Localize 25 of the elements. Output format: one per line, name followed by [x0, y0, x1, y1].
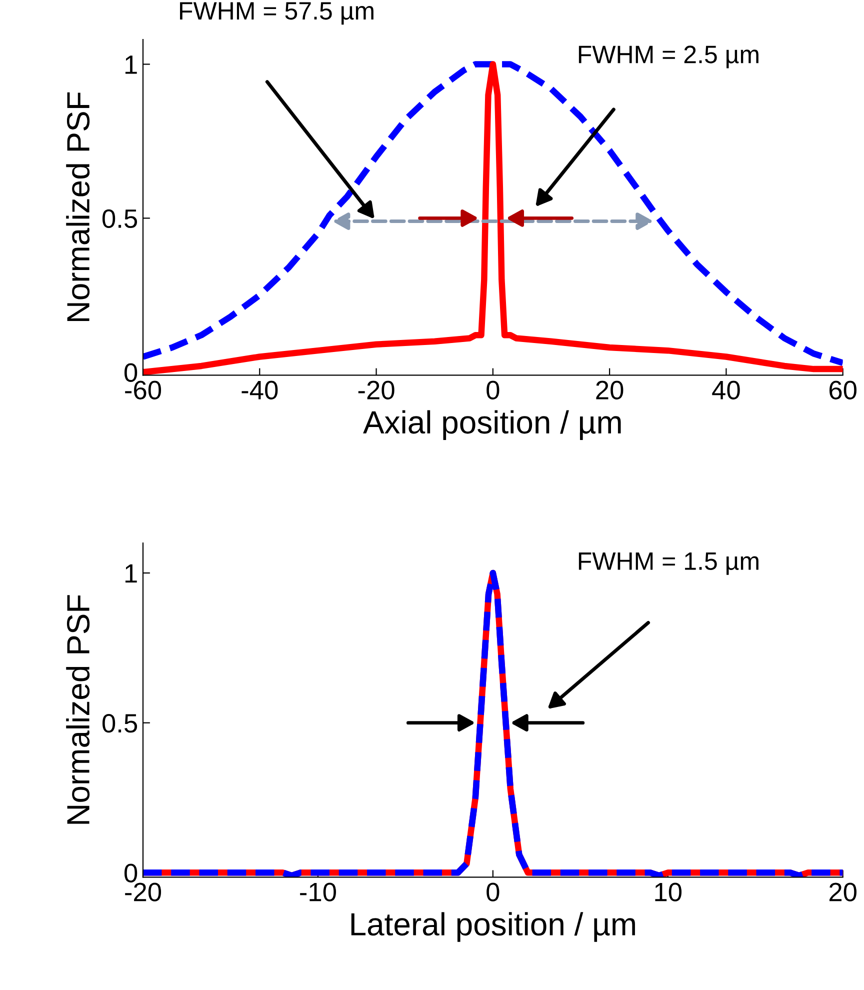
annotation: FWHM = 1.5 µm	[578, 552, 758, 575]
annotation: FWHM = 2.5 µm	[578, 46, 758, 68]
y-tick-label: 0.5	[102, 209, 138, 228]
y-axis-title: Normalized PSF	[66, 92, 90, 322]
y-tick-label: 1	[125, 56, 137, 74]
y-tick-label: 1	[125, 564, 137, 583]
y-tick-label: 0	[124, 864, 138, 882]
x-tick-label: 20	[829, 882, 856, 902]
x-axis-title: Axial position / µm	[363, 410, 621, 440]
x-tick-label: -60	[125, 380, 162, 400]
x-tick-label: -20	[125, 882, 162, 902]
text: FWHM = 57.5 µm	[180, 2, 374, 25]
x-axis-title: Lateral position / µm	[351, 912, 635, 942]
x-tick-label: 20	[596, 380, 624, 400]
x-tick-label: 40	[712, 380, 740, 400]
y-axis-title: Normalized PSF	[66, 595, 90, 824]
x-tick-label: 10	[655, 882, 682, 902]
x-tick-label: -40	[242, 380, 278, 400]
x-tick-label: -20	[358, 380, 394, 400]
y-tick-label: 0	[124, 363, 138, 382]
x-tick-label: 60	[829, 380, 856, 400]
x-tick-label: 0	[486, 380, 500, 400]
x-tick-label: -10	[300, 882, 336, 902]
y-tick-label: 0.5	[102, 714, 138, 733]
x-tick-label: 0	[486, 882, 500, 902]
